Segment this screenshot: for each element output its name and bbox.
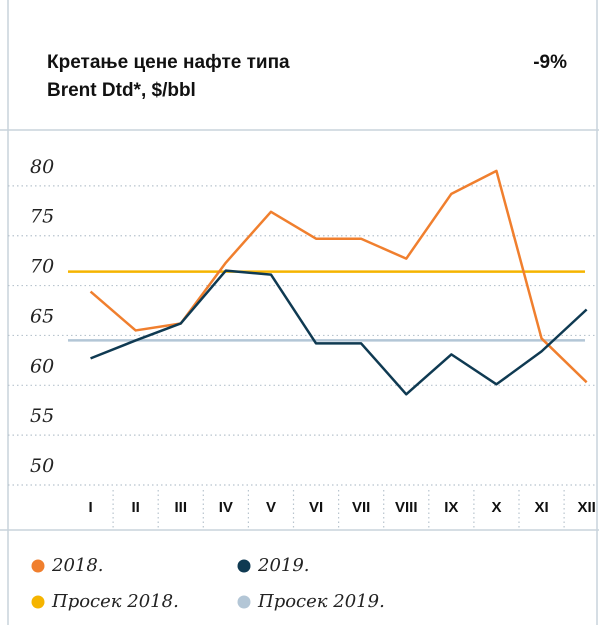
legend-label: Просек 2018. <box>51 591 179 612</box>
legend-swatch <box>31 595 45 609</box>
frame <box>7 0 598 625</box>
x-tick-label: I <box>88 499 92 516</box>
chart-title: Кретање цене нафте типа <box>47 52 290 73</box>
legend-label: 2019. <box>257 555 310 576</box>
legend-swatch <box>237 595 251 609</box>
legend-label: 2018. <box>51 555 104 576</box>
legend-swatch <box>237 559 251 573</box>
series-line <box>89 169 588 384</box>
y-tick-label: 50 <box>30 455 54 477</box>
x-tick-label: X <box>491 499 501 516</box>
x-tick-label: XII <box>577 499 595 516</box>
x-tick-label: IV <box>219 499 233 516</box>
series-line <box>90 269 588 396</box>
y-tick-label: 55 <box>30 405 54 427</box>
y-tick-label: 75 <box>30 206 54 228</box>
y-tick-label: 80 <box>30 156 54 178</box>
x-tick-label: II <box>131 499 139 516</box>
x-tick-label: VIII <box>395 499 418 516</box>
y-tick-label: 65 <box>30 305 54 327</box>
x-tick-label: III <box>174 499 187 516</box>
x-tick-label: IX <box>444 499 458 516</box>
x-tick-label: XI <box>534 499 548 516</box>
chart-title: Brent Dtd*, $/bbl <box>47 80 196 101</box>
legend-label: Просек 2019. <box>257 591 385 612</box>
legend-swatch <box>31 559 45 573</box>
y-tick-label: 60 <box>30 355 54 377</box>
x-tick-label: VII <box>352 499 370 516</box>
y-tick-label: 70 <box>30 256 54 278</box>
x-tick-label: VI <box>309 499 323 516</box>
x-tick-label: V <box>266 499 276 516</box>
change-label: -9% <box>533 52 567 73</box>
